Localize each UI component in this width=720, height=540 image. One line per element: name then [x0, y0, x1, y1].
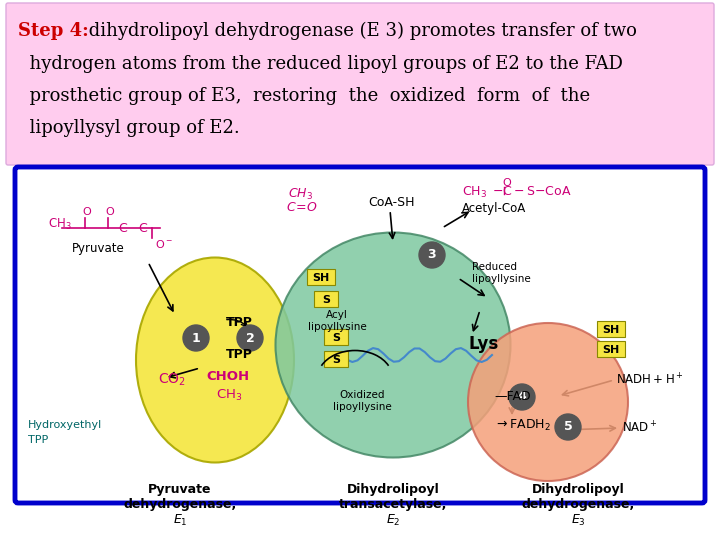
- Text: dihydrolipoyl dehydrogenase (E 3) promotes transfer of two: dihydrolipoyl dehydrogenase (E 3) promot…: [83, 22, 637, 40]
- Text: $C\!=\!O$: $C\!=\!O$: [286, 201, 318, 214]
- Text: $\rightarrow\mathrm{FADH_2}$: $\rightarrow\mathrm{FADH_2}$: [494, 418, 551, 433]
- Text: 2: 2: [246, 332, 254, 345]
- Text: $-\mathrm{C}-\mathrm{S{-}CoA}$: $-\mathrm{C}-\mathrm{S{-}CoA}$: [492, 185, 572, 198]
- Text: Hydroxyethyl: Hydroxyethyl: [28, 420, 102, 430]
- FancyBboxPatch shape: [597, 341, 625, 357]
- Text: Step 4:: Step 4:: [18, 22, 89, 40]
- Text: SH: SH: [603, 325, 620, 335]
- Text: 3: 3: [428, 248, 436, 261]
- Text: 5: 5: [564, 421, 572, 434]
- Text: 1: 1: [192, 332, 200, 345]
- Text: $\mathrm{O^-}$: $\mathrm{O^-}$: [155, 238, 173, 250]
- Text: TPP: TPP: [226, 316, 253, 329]
- Ellipse shape: [276, 233, 510, 457]
- Circle shape: [419, 242, 445, 268]
- Text: 4: 4: [518, 390, 526, 403]
- Circle shape: [237, 325, 263, 351]
- Text: Pyruvate
dehydrogenase,
$E_1$: Pyruvate dehydrogenase, $E_1$: [123, 483, 237, 528]
- Text: $\mathrm{CH_3}$: $\mathrm{CH_3}$: [48, 217, 72, 232]
- Text: Oxidized
lipoyllysine: Oxidized lipoyllysine: [333, 390, 392, 411]
- Text: O: O: [82, 207, 91, 217]
- Ellipse shape: [468, 323, 628, 481]
- FancyBboxPatch shape: [307, 269, 335, 285]
- FancyBboxPatch shape: [597, 321, 625, 337]
- FancyBboxPatch shape: [15, 167, 705, 503]
- Ellipse shape: [136, 258, 294, 462]
- Text: Reduced
lipoyllysine: Reduced lipoyllysine: [472, 262, 531, 284]
- FancyBboxPatch shape: [314, 291, 338, 307]
- Text: S: S: [332, 355, 340, 365]
- Text: lipoyllysyl group of E2.: lipoyllysyl group of E2.: [18, 119, 240, 137]
- Text: C: C: [118, 221, 127, 234]
- Text: prosthetic group of E3,  restoring  the  oxidized  form  of  the: prosthetic group of E3, restoring the ox…: [18, 87, 590, 105]
- Circle shape: [555, 414, 581, 440]
- Text: Dihydrolipoyl
transacetylase,
$E_2$: Dihydrolipoyl transacetylase, $E_2$: [339, 483, 447, 528]
- Text: O: O: [502, 178, 510, 188]
- Text: Dihydrolipoyl
dehydrogenase,
$E_3$: Dihydrolipoyl dehydrogenase, $E_3$: [521, 483, 634, 528]
- Text: Pyruvate: Pyruvate: [72, 242, 125, 255]
- Circle shape: [509, 384, 535, 410]
- Text: $\mathrm{CH_3}$: $\mathrm{CH_3}$: [216, 388, 243, 403]
- Text: Acyl
lipoyllysine: Acyl lipoyllysine: [307, 310, 366, 332]
- Text: SH: SH: [312, 273, 330, 283]
- Circle shape: [183, 325, 209, 351]
- Text: $\mathrm{CH_3}$: $\mathrm{CH_3}$: [462, 185, 487, 200]
- Text: $\mathrm{CO_2}$: $\mathrm{CO_2}$: [158, 372, 186, 388]
- Text: CoA-SH: CoA-SH: [368, 196, 415, 209]
- Text: Acetyl-CoA: Acetyl-CoA: [462, 202, 526, 215]
- Text: hydrogen atoms from the reduced lipoyl groups of E2 to the FAD: hydrogen atoms from the reduced lipoyl g…: [18, 55, 623, 73]
- Text: S: S: [332, 333, 340, 343]
- Text: TPP: TPP: [226, 348, 253, 361]
- Text: O: O: [105, 207, 114, 217]
- Text: Lys: Lys: [468, 335, 498, 353]
- Text: SH: SH: [603, 345, 620, 355]
- FancyBboxPatch shape: [6, 3, 714, 165]
- Text: $\mathrm{NAD^+}$: $\mathrm{NAD^+}$: [622, 420, 657, 435]
- FancyBboxPatch shape: [324, 351, 348, 367]
- Text: C: C: [138, 221, 147, 234]
- FancyBboxPatch shape: [324, 329, 348, 345]
- Text: $\mathrm{NADH + H^+}$: $\mathrm{NADH + H^+}$: [616, 372, 684, 387]
- Text: $CH_3$: $CH_3$: [288, 187, 313, 202]
- Text: TPP: TPP: [28, 435, 48, 445]
- Text: S: S: [322, 295, 330, 305]
- Text: CHOH: CHOH: [206, 370, 249, 383]
- Text: —FAD: —FAD: [494, 390, 531, 403]
